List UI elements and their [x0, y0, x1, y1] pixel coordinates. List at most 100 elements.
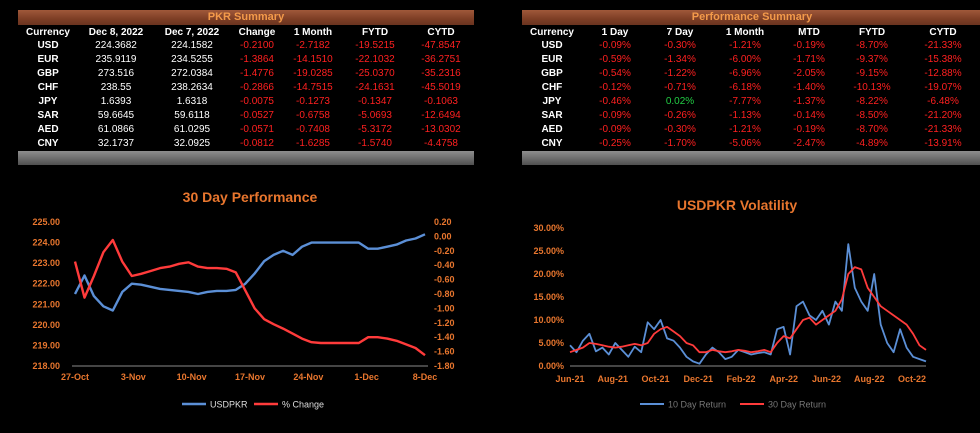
chart1-series-pct-change-line: [73, 238, 426, 357]
currency-code: JPY: [38, 96, 58, 107]
table-cell: -12.88%: [924, 68, 962, 79]
table-row: CNY -0.25% -1.70% -5.06% -2.47% -4.89% -13.91%: [522, 137, 980, 151]
pkr-summary-table: Currency Dec 8, 2022 Dec 7, 2022 Change 1 Mo…: [18, 25, 474, 151]
table-cell: -9.37%: [856, 54, 888, 65]
table-cell: -13.0302: [421, 124, 461, 135]
currency-code: GBP: [541, 68, 563, 79]
chart1-y-left-tick: 220.00: [32, 320, 60, 330]
table-cell: -24.1631: [355, 82, 395, 93]
table-cell: -0.09%: [599, 40, 631, 51]
table-cell: -1.40%: [793, 82, 825, 93]
table-cell: -1.21%: [729, 40, 761, 51]
pkr-summary-title: PKR Summary: [18, 10, 474, 25]
table-cell: -5.06%: [729, 138, 761, 149]
table-cell: -0.0812: [240, 138, 274, 149]
chart1-x-tick: 10-Nov: [177, 372, 207, 382]
currency-code: CNY: [37, 138, 59, 149]
table-row: EUR -0.59% -1.34% -6.00% -1.71% -9.37% -15.38%: [522, 53, 980, 67]
table-cell: -1.5740: [358, 138, 392, 149]
chart2-x-tick: Oct-22: [898, 374, 926, 384]
table-cell: -0.1347: [358, 96, 392, 107]
table-cell: -6.96%: [729, 68, 761, 79]
chart1-y-left-tick: 219.00: [32, 340, 60, 350]
table-cell: -1.6285: [296, 138, 330, 149]
table-row: JPY 1.6393 1.6318 -0.0075 -0.1273 -0.1347 -0.1…: [18, 95, 474, 109]
currency-code: CNY: [541, 138, 563, 149]
performance-summary-panel: Performance Summary Currency 1 Day 7 Day 1 …: [522, 10, 980, 178]
table-cell: -22.1032: [355, 54, 395, 65]
chart1-x-tick: 3-Nov: [121, 372, 146, 382]
table-cell: 0.02%: [665, 96, 695, 107]
table-cell: -10.13%: [853, 82, 891, 93]
table-cell: -8.22%: [856, 96, 888, 107]
chart1-y-right-tick: -0.60: [434, 275, 455, 285]
table-cell: -0.7408: [296, 124, 330, 135]
chart1-y-left-tick: 225.00: [32, 217, 60, 227]
table-cell: -6.18%: [729, 82, 761, 93]
perf-header-2: 7 Day: [666, 26, 694, 38]
table-cell: -2.47%: [793, 138, 825, 149]
table-row: CHF -0.12% -0.71% -6.18% -1.40% -10.13% -19.07…: [522, 81, 980, 95]
chart2-legend-label: 30 Day Return: [768, 400, 826, 410]
table-cell: 224.1582: [171, 40, 213, 51]
perf-header-6: CYTD: [929, 26, 957, 38]
table-cell: -1.3864: [240, 54, 274, 65]
table-cell: -0.6758: [296, 110, 330, 121]
table-cell: 1.6318: [176, 96, 208, 107]
chart1-y-left-tick: 222.00: [32, 279, 60, 289]
table-cell: -0.46%: [599, 96, 631, 107]
table-cell: -14.1510: [293, 54, 333, 65]
table-cell: -13.91%: [924, 138, 962, 149]
table-cell: -5.3172: [358, 124, 392, 135]
table-cell: -1.4776: [240, 68, 274, 79]
table-cell: -0.30%: [664, 40, 696, 51]
chart2-x-tick: Dec-21: [683, 374, 713, 384]
currency-code: AED: [541, 124, 563, 135]
table-cell: -0.26%: [664, 110, 696, 121]
chart2-x-tick: Oct-21: [641, 374, 669, 384]
table-cell: 238.55: [100, 82, 132, 93]
currency-code: AED: [37, 124, 59, 135]
table-cell: 1.6393: [100, 96, 132, 107]
table-cell: -0.0571: [240, 124, 274, 135]
currency-code: USD: [37, 40, 59, 51]
chart1-y-left-tick: 218.00: [32, 361, 60, 371]
chart1-y-right-tick: -0.80: [434, 289, 455, 299]
chart2-x-tick: Jun-22: [812, 374, 841, 384]
table-cell: -2.05%: [793, 68, 825, 79]
table-cell: -2.7182: [296, 40, 330, 51]
chart1-legend-label: USDPKR: [210, 400, 248, 410]
table-cell: -25.0370: [355, 68, 395, 79]
table-cell: -1.21%: [729, 124, 761, 135]
chart1-x-tick: 8-Dec: [413, 372, 438, 382]
table-cell: -6.00%: [729, 54, 761, 65]
table-cell: -0.09%: [599, 110, 631, 121]
table-cell: -21.33%: [924, 124, 962, 135]
table-row: AED 61.0866 61.0295 -0.0571 -0.7408 -5.3172 -1…: [18, 123, 474, 137]
chart1-y-right-tick: -1.40: [434, 332, 455, 342]
table-cell: -35.2316: [421, 68, 461, 79]
currency-code: GBP: [37, 68, 59, 79]
currency-code: EUR: [37, 54, 59, 65]
currency-code: CHF: [541, 82, 563, 93]
chart1-y-right-tick: -0.20: [434, 246, 455, 256]
table-cell: 272.0384: [171, 68, 213, 79]
chart2-y-tick: 15.00%: [533, 292, 564, 302]
currency-code: SAR: [541, 110, 563, 121]
chart1-legend-label: % Change: [282, 400, 324, 410]
perf-header-3: 1 Month: [725, 26, 765, 38]
chart1-x-tick: 27-Oct: [61, 372, 89, 382]
chart2-title: USDPKR Volatility: [677, 197, 798, 213]
table-row: GBP 273.516 272.0384 -1.4776 -19.0285 -25.037…: [18, 67, 474, 81]
pkr-header-1: Dec 8, 2022: [88, 26, 144, 38]
table-row: SAR -0.09% -0.26% -1.13% -0.14% -8.50% -21.20%: [522, 109, 980, 123]
table-cell: -0.12%: [599, 82, 631, 93]
chart2-x-tick: Aug-21: [597, 374, 628, 384]
table-cell: -15.38%: [924, 54, 962, 65]
table-cell: -14.7515: [293, 82, 333, 93]
table-row: JPY -0.46% 0.02% -7.77% -1.37% -8.22% -6.48%: [522, 95, 980, 109]
chart2-legend-label: 10 Day Return: [668, 400, 726, 410]
table-cell: -21.20%: [924, 110, 962, 121]
pkr-summary-footer-bar: [18, 151, 474, 165]
table-cell: 224.3682: [95, 40, 137, 51]
